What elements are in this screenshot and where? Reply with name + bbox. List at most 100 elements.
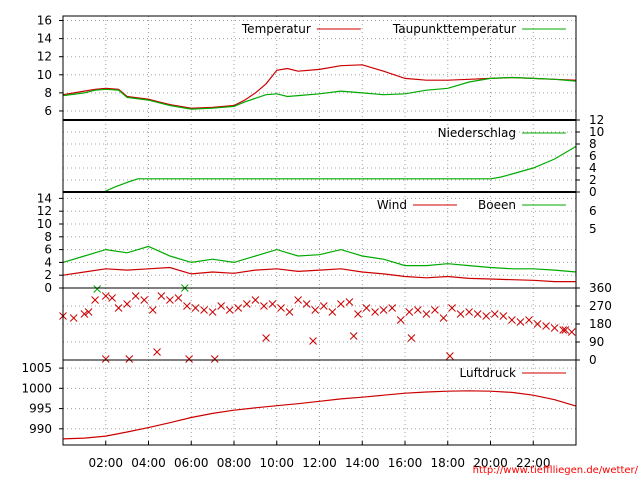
wind-direction-point [148, 306, 157, 314]
wind-direction-point [166, 296, 174, 304]
x-tick-label: 04:00 [131, 456, 166, 470]
wind-direction-point [84, 308, 93, 316]
wind-direction-point [533, 320, 542, 328]
wind-direction-point [456, 310, 465, 318]
y-tick-label-right: 6 [589, 204, 597, 218]
y-tick-label: 10 [589, 125, 604, 139]
wind-direction-point [200, 306, 208, 314]
wind-direction-point [345, 298, 354, 306]
x-tick-label: 16:00 [388, 456, 423, 470]
wind-direction-point [311, 306, 320, 314]
wind-direction-point [525, 316, 533, 324]
wind-direction-point [285, 308, 294, 316]
wind-direction-point [268, 300, 277, 308]
y-tick-label: 1000 [21, 381, 52, 395]
y-tick-label: 8 [589, 137, 597, 151]
x-tick-label: 22:00 [516, 456, 551, 470]
wind-direction-point [388, 304, 397, 312]
legend-label-niederschlag: Niederschlag [438, 126, 516, 140]
wind-direction-point [101, 355, 110, 363]
wind-direction-point [448, 304, 456, 312]
x-tick-label: 06:00 [174, 456, 209, 470]
wind-direction-point [465, 308, 473, 316]
wind-direction-point [101, 292, 110, 300]
y-tick-label: 14 [37, 191, 52, 205]
series-line-niederschlag [63, 145, 577, 193]
wind-direction-point [379, 306, 388, 314]
wind-direction-point [225, 306, 234, 314]
wind-direction-point [93, 285, 102, 293]
wind-direction-point [242, 300, 251, 308]
wind-direction-point [407, 334, 416, 342]
wind-direction-point [516, 318, 525, 326]
y-tick-label: 90 [589, 335, 604, 349]
x-tick-label: 02:00 [88, 456, 123, 470]
wind-direction-point [114, 304, 123, 312]
wind-direction-point [251, 296, 260, 304]
wind-direction-point [396, 316, 405, 324]
wind-direction-point [319, 302, 328, 310]
y-tick-label: 270 [589, 299, 612, 313]
legend-label-boeen: Boeen [478, 198, 516, 212]
wind-direction-point [508, 316, 516, 324]
wind-direction-point [217, 302, 226, 310]
wind-direction-point [260, 302, 268, 310]
y-tick-label: 12 [37, 50, 52, 64]
wind-direction-point [69, 314, 78, 322]
x-tick-label: 18:00 [430, 456, 465, 470]
wind-direction-point [371, 308, 379, 316]
wind-direction-point [208, 308, 217, 316]
wind-direction-point [309, 337, 317, 345]
wind-direction-point [183, 302, 191, 310]
series-line-wind [62, 266, 576, 283]
wind-direction-point [439, 314, 448, 322]
legend-label-luftdruck: Luftdruck [459, 366, 516, 380]
wind-direction-point [413, 306, 422, 314]
y-tick-label: 180 [589, 317, 612, 331]
y-tick-label: 6 [44, 104, 52, 118]
wind-direction-point [185, 355, 193, 363]
y-tick-label: 360 [589, 281, 612, 295]
y-tick-label: 2 [589, 173, 597, 187]
series-line-boeen [62, 245, 577, 273]
wind-direction-point [431, 306, 439, 314]
wind-direction-point [294, 296, 302, 304]
y-tick-label: 4 [589, 161, 597, 175]
y-tick-label: 995 [29, 402, 52, 416]
y-tick-label: 8 [44, 230, 52, 244]
y-tick-label: 4 [44, 255, 52, 269]
wind-direction-point [91, 296, 99, 304]
legend-label-temperatur: Temperatur [241, 22, 311, 36]
wind-direction-point [422, 310, 431, 318]
legend-label-taupunkttemperatur: Taupunkttemperatur [392, 22, 516, 36]
wind-direction-point [490, 310, 499, 318]
y-tick-label: 10 [37, 68, 52, 82]
wind-direction-point [337, 300, 345, 308]
y-tick-label: 12 [589, 113, 604, 127]
x-tick-label: 14:00 [345, 456, 380, 470]
y-tick-label: 12 [37, 204, 52, 218]
y-tick-label: 1005 [21, 361, 52, 375]
x-tick-label: 10:00 [259, 456, 294, 470]
wind-direction-point [302, 300, 311, 308]
wind-direction-point [80, 310, 89, 318]
series-line-luftdruck [62, 390, 577, 440]
series-line-taupunkttemperatur [62, 76, 577, 110]
credit-url[interactable]: http://www.tiefflliegen.de/wetter/ [472, 465, 638, 476]
wind-direction-point [499, 312, 508, 320]
wind-direction-point [328, 308, 337, 316]
y-tick-label: 10 [37, 217, 52, 231]
wind-direction-point [482, 312, 491, 320]
y-tick-label: 8 [44, 86, 52, 100]
wind-direction-point [108, 294, 117, 302]
wind-direction-point [191, 304, 200, 312]
wind-direction-point [234, 304, 243, 312]
wind-direction-point [446, 352, 454, 360]
y-tick-label: 6 [589, 149, 597, 163]
wind-direction-point [362, 304, 371, 312]
y-tick-label: 990 [29, 422, 52, 436]
wind-direction-point [262, 334, 270, 342]
legend-label-wind: Wind [377, 198, 407, 212]
wind-direction-point [349, 332, 358, 340]
wind-direction-point [277, 304, 285, 312]
